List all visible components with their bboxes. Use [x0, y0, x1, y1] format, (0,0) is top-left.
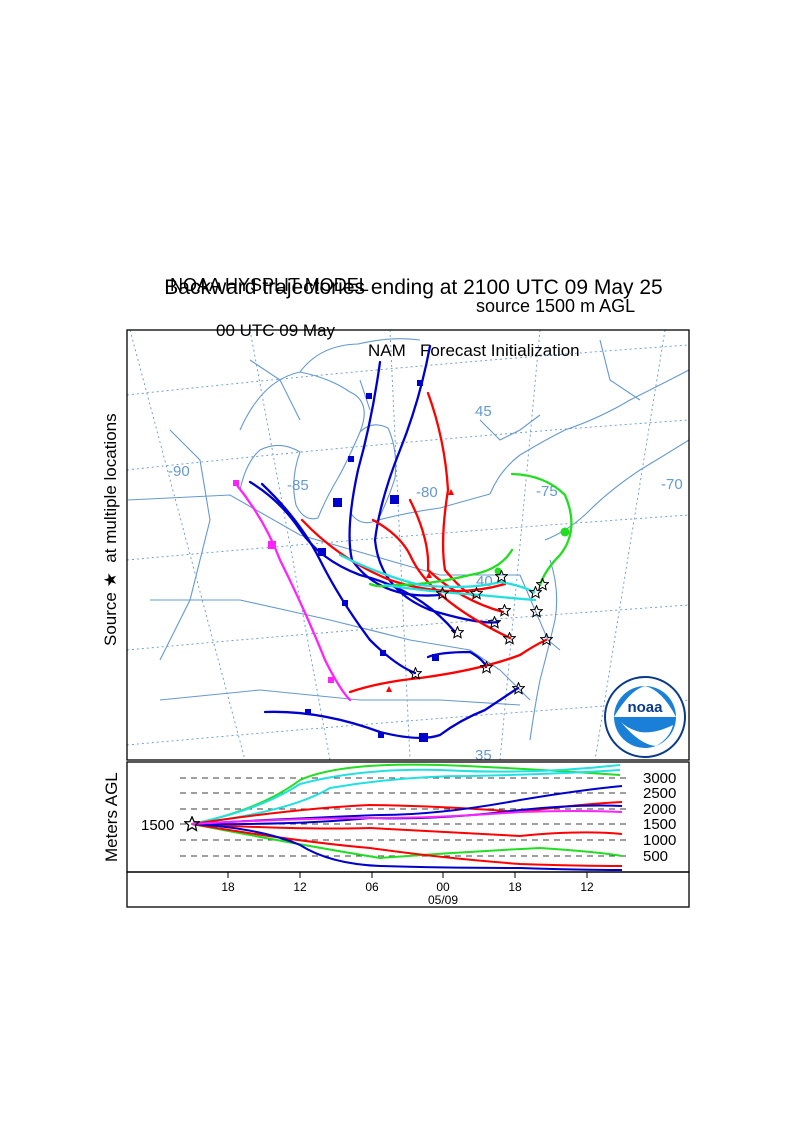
level-label-2500: 2500	[643, 785, 676, 802]
model-name: NOAA HYSPLIT MODEL	[170, 275, 369, 295]
time-tick-06: 06	[365, 880, 379, 894]
lat-label-45: 45	[475, 403, 492, 420]
map-grid-labels: -90 -85 -80 -75 -70 45 40 35	[168, 403, 683, 764]
map-graticule	[127, 330, 689, 760]
source-height: source 1500 m AGL	[476, 296, 636, 316]
trajectory-blue-5	[263, 686, 520, 740]
level-label-1000: 1000	[643, 832, 676, 849]
vertical-panel: 3000 2500 2000 1500 1000 500 1500	[126, 761, 690, 908]
trajectory-markers	[233, 380, 570, 742]
trajectory-blue-2	[373, 344, 500, 624]
trajectory-red-1	[426, 391, 480, 597]
source-star	[451, 626, 464, 639]
time-tick-18b: 18	[508, 880, 522, 894]
trajectory-red-4	[300, 518, 507, 593]
level-label-3000: 3000	[643, 770, 676, 787]
time-tick-12b: 12	[580, 880, 594, 894]
trajectory-blue-4	[260, 482, 417, 675]
trajectory-red-3	[371, 518, 512, 640]
lon-label-90: -90	[168, 463, 190, 480]
level-label-500: 500	[643, 848, 668, 865]
svg-text:noaa: noaa	[627, 699, 663, 716]
lon-label-70: -70	[661, 476, 683, 493]
date-label: 05/09	[428, 893, 458, 907]
trajectory-blue-3	[248, 480, 457, 634]
source-star	[530, 605, 543, 618]
init-model: NAM Forecast Initialization	[368, 341, 580, 360]
level-label-1500: 1500	[643, 816, 676, 833]
lon-label-75: -75	[536, 483, 558, 500]
trajectory-magenta	[234, 482, 352, 702]
map-panel: -90 -85 -80 -75 -70 45 40 35	[127, 330, 689, 764]
trajectory-cyan-1	[338, 553, 536, 594]
trajectory-blue-1	[348, 360, 442, 597]
map-geography	[127, 338, 689, 741]
main-title: Backward trajectories ending at 2100 UTC…	[164, 276, 663, 299]
trajectory-red-5	[348, 638, 548, 694]
time-tick-12a: 12	[293, 880, 307, 894]
noaa-logo: noaa	[604, 676, 686, 758]
lat-label-35: 35	[475, 747, 492, 764]
level-label-2000: 2000	[643, 801, 676, 818]
lon-label-85: -85	[287, 477, 309, 494]
trajectories	[234, 344, 573, 740]
trajectory-green-1	[510, 472, 573, 587]
trajectory-green-2	[368, 548, 514, 588]
lon-label-80: -80	[416, 484, 438, 501]
title-line-1: NOAA HYSPLIT MODEL source 1500 m AGL	[0, 254, 793, 317]
time-tick-00: 00	[436, 880, 450, 894]
source-star	[498, 604, 511, 617]
time-axis-frame	[126, 871, 690, 908]
vertical-traces	[191, 763, 623, 871]
time-tick-18a: 18	[221, 880, 235, 894]
trajectory-red-2	[408, 498, 505, 614]
start-height-label: 1500	[141, 817, 174, 834]
map-frame	[126, 329, 690, 761]
trajectory-cyan-2	[383, 583, 537, 602]
